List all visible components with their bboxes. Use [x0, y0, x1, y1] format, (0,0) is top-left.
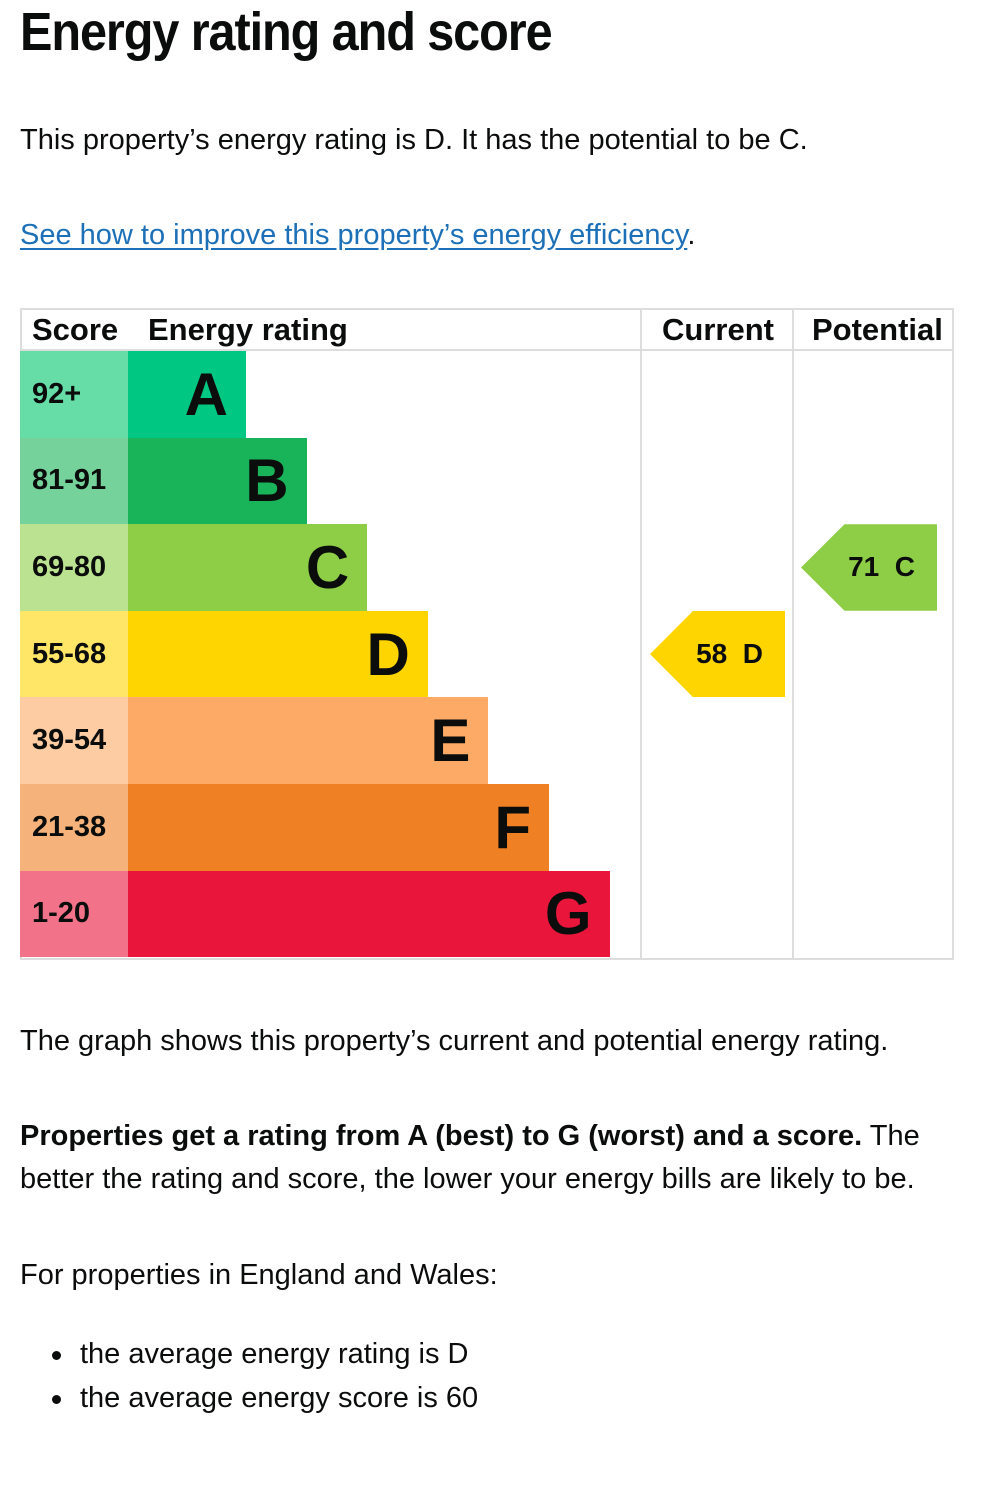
intro-text: This property’s energy rating is D. It h…	[20, 124, 808, 156]
improve-efficiency-link[interactable]: See how to improve this property’s energ…	[20, 219, 688, 251]
improve-link-suffix: .	[687, 219, 696, 251]
list-item: the average energy rating is D	[20, 1332, 478, 1376]
score-range-g: 1-20	[20, 870, 128, 958]
rating-band-g: G	[128, 870, 610, 958]
header-score: Score	[32, 312, 119, 347]
potential-rating-label: 71 C	[848, 551, 915, 583]
header-energy-rating: Energy rating	[148, 312, 348, 347]
bullet-icon	[52, 1395, 61, 1404]
rating-band-b: B	[128, 437, 307, 525]
header-potential: Potential	[812, 312, 943, 347]
rating-band-a: A	[128, 351, 246, 438]
rating-explanation-bold: Properties get a rating from A (best) to…	[20, 1120, 863, 1152]
regional-averages-list: the average energy rating is D the avera…	[20, 1332, 478, 1420]
score-range-c: 69-80	[20, 524, 128, 611]
header-current: Current	[662, 312, 774, 347]
potential-column-divider	[792, 308, 794, 958]
rating-band-c: C	[128, 524, 368, 611]
rating-band-e: E	[128, 697, 489, 784]
header-divider	[20, 349, 952, 351]
page-title: Energy rating and score	[20, 2, 553, 62]
score-range-b: 81-91	[20, 437, 128, 525]
regional-intro: For properties in England and Wales:	[20, 1259, 498, 1291]
energy-rating-chart: Score Energy rating Current Potential 92…	[20, 308, 954, 960]
bullet-icon	[52, 1351, 61, 1360]
score-range-e: 39-54	[20, 697, 128, 784]
list-item: the average energy score is 60	[20, 1376, 478, 1420]
graph-note: The graph shows this property’s current …	[20, 1025, 889, 1057]
rating-explanation-rest: The better the rating and score, the low…	[20, 1120, 920, 1195]
rating-band-f: F	[128, 784, 549, 871]
rating-band-d: D	[128, 610, 428, 698]
improve-link-line: See how to improve this property’s energ…	[20, 215, 695, 255]
average-rating-text: the average energy rating is D	[80, 1338, 469, 1370]
score-range-f: 21-38	[20, 784, 128, 871]
score-range-a: 92+	[20, 351, 128, 438]
average-score-text: the average energy score is 60	[80, 1382, 479, 1414]
current-column-divider	[640, 308, 642, 958]
current-rating-label: 58 D	[696, 638, 763, 670]
rating-explanation: Properties get a rating from A (best) to…	[20, 1115, 970, 1201]
score-range-d: 55-68	[20, 610, 128, 698]
